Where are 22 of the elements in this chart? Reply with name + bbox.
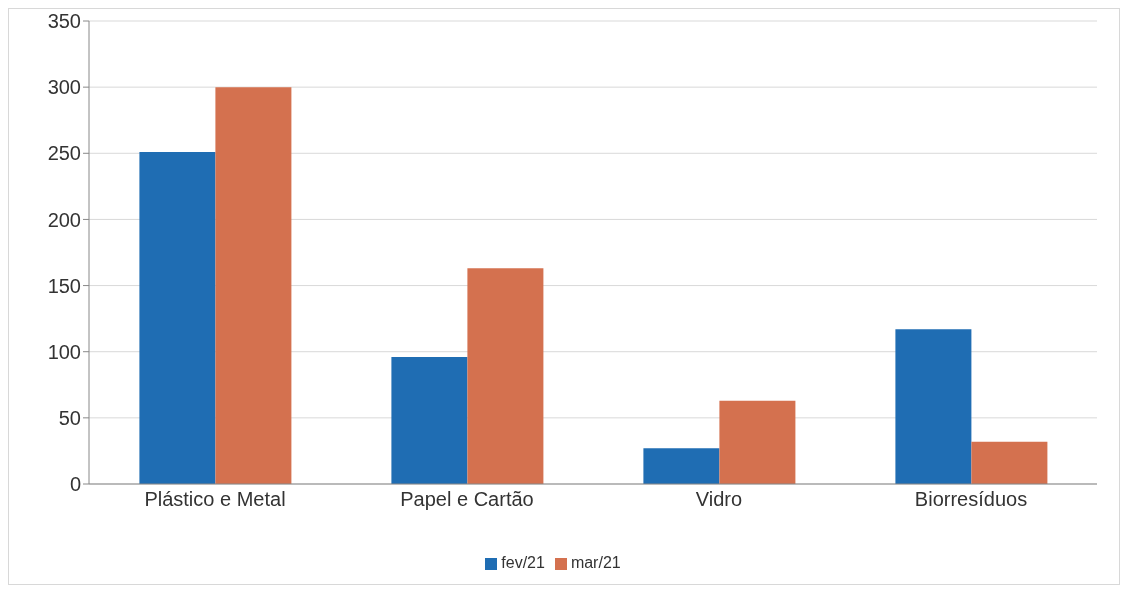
bar <box>895 329 972 484</box>
y-tick-label: 350 <box>47 10 81 33</box>
y-tick-label: 300 <box>47 76 81 99</box>
y-tick-label: 0 <box>69 473 81 496</box>
y-tick-label: 50 <box>58 406 81 429</box>
bar <box>643 448 720 484</box>
x-tick-label: Biorresíduos <box>914 488 1028 511</box>
y-tick-label: 200 <box>47 208 81 231</box>
legend-label: fev/21 <box>501 554 545 571</box>
y-tick-label: 100 <box>47 340 81 363</box>
bar <box>139 151 216 484</box>
bar <box>719 400 796 484</box>
y-tick-label: 150 <box>47 274 81 297</box>
bar <box>971 441 1048 484</box>
bar <box>391 357 468 484</box>
x-tick-label: Papel e Cartão <box>400 488 534 511</box>
bar <box>467 268 544 484</box>
x-tick-label: Plástico e Metal <box>144 488 286 511</box>
x-tick-label: Vidro <box>695 488 743 511</box>
y-tick-label: 250 <box>47 142 81 165</box>
legend-label: mar/21 <box>570 554 621 571</box>
bar <box>215 87 292 484</box>
